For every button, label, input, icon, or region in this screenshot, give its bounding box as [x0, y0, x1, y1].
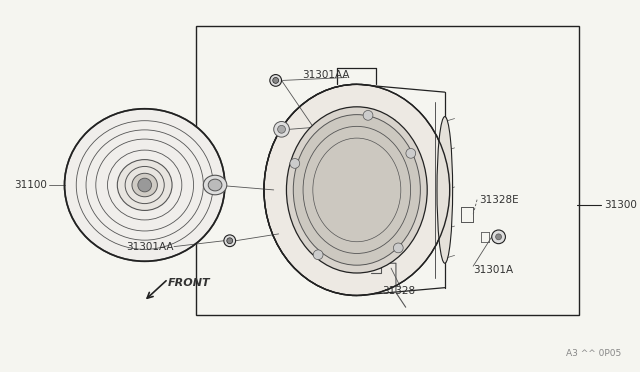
Circle shape: [273, 77, 278, 83]
Circle shape: [363, 110, 373, 120]
Ellipse shape: [65, 109, 225, 261]
Ellipse shape: [287, 107, 428, 273]
Circle shape: [270, 74, 282, 86]
Ellipse shape: [204, 175, 227, 195]
Bar: [196, 26, 579, 315]
Text: A3 ^^ 0P05: A3 ^^ 0P05: [566, 349, 621, 358]
Ellipse shape: [293, 115, 420, 265]
Text: 31301AA: 31301AA: [303, 70, 350, 80]
Text: 38342P: 38342P: [357, 119, 396, 129]
Ellipse shape: [437, 116, 452, 263]
Text: 31328: 31328: [382, 286, 415, 296]
Circle shape: [406, 148, 416, 158]
Circle shape: [290, 158, 300, 168]
Text: 31301AA: 31301AA: [127, 241, 174, 251]
Text: 31300: 31300: [604, 199, 637, 209]
Circle shape: [227, 238, 233, 244]
Circle shape: [495, 234, 502, 240]
Circle shape: [278, 125, 285, 133]
Ellipse shape: [264, 84, 450, 295]
Ellipse shape: [208, 179, 222, 191]
Circle shape: [224, 235, 236, 247]
Ellipse shape: [132, 173, 157, 197]
Ellipse shape: [117, 160, 172, 211]
Text: FRONT: FRONT: [168, 278, 211, 288]
Text: 31100: 31100: [14, 180, 47, 190]
Circle shape: [394, 243, 403, 253]
Text: 31328E: 31328E: [479, 195, 518, 205]
Text: 31301A: 31301A: [473, 265, 513, 275]
Circle shape: [492, 230, 506, 244]
Ellipse shape: [138, 178, 152, 192]
Circle shape: [274, 122, 289, 137]
Circle shape: [313, 250, 323, 260]
